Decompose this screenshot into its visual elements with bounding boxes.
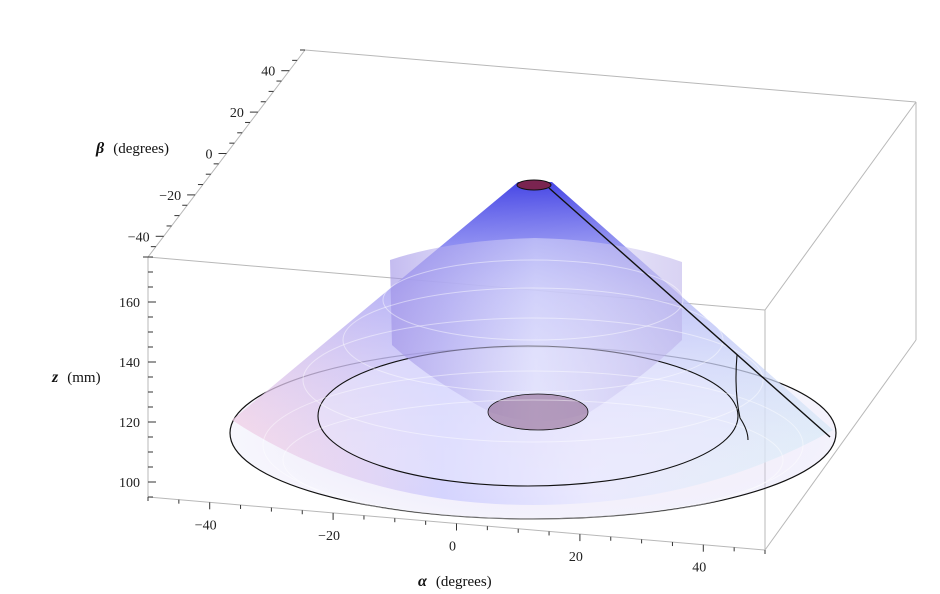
alpha-symbol: α [418,573,428,590]
beta-tick-label: −40 [128,230,150,245]
beta-symbol: β [95,140,105,157]
z-tick-label: 140 [119,356,140,371]
inner-volume [390,238,682,421]
cone-cap [516,179,552,191]
alpha-unit: (degrees) [436,574,492,590]
cone-side-cut [735,354,749,441]
beta-tick-label: 20 [230,106,244,121]
z-tick-label: 160 [119,296,140,311]
beta-unit: (degrees) [113,141,169,157]
z-symbol: z [51,369,59,386]
alpha-axis: −40 −20 0 20 40 [147,497,766,576]
beta-tick-label: 0 [206,148,213,163]
z-axis: 160 140 120 100 [119,256,156,498]
beta-tick-label: 40 [261,65,275,80]
cone-edge [548,187,831,438]
inner-bottom [487,393,589,431]
beta-tick-label: −20 [159,189,181,204]
contour-rings [262,259,804,521]
z-unit: (mm) [67,370,100,386]
alpha-tick-label: −20 [318,529,340,544]
z-tick-label: 100 [119,476,140,491]
alpha-tick-label: 40 [692,561,706,576]
z-axis-title: z (mm) [51,369,101,386]
beta-axis: 40 20 0 −20 −40 [128,49,305,258]
alpha-tick-label: −40 [195,518,217,533]
z-tick-label: 120 [119,416,140,431]
alpha-tick-label: 20 [569,550,583,565]
alpha-axis-title: α (degrees) [418,573,492,590]
alpha-tick-label: 0 [449,540,456,555]
beta-axis-title: β (degrees) [95,140,169,157]
